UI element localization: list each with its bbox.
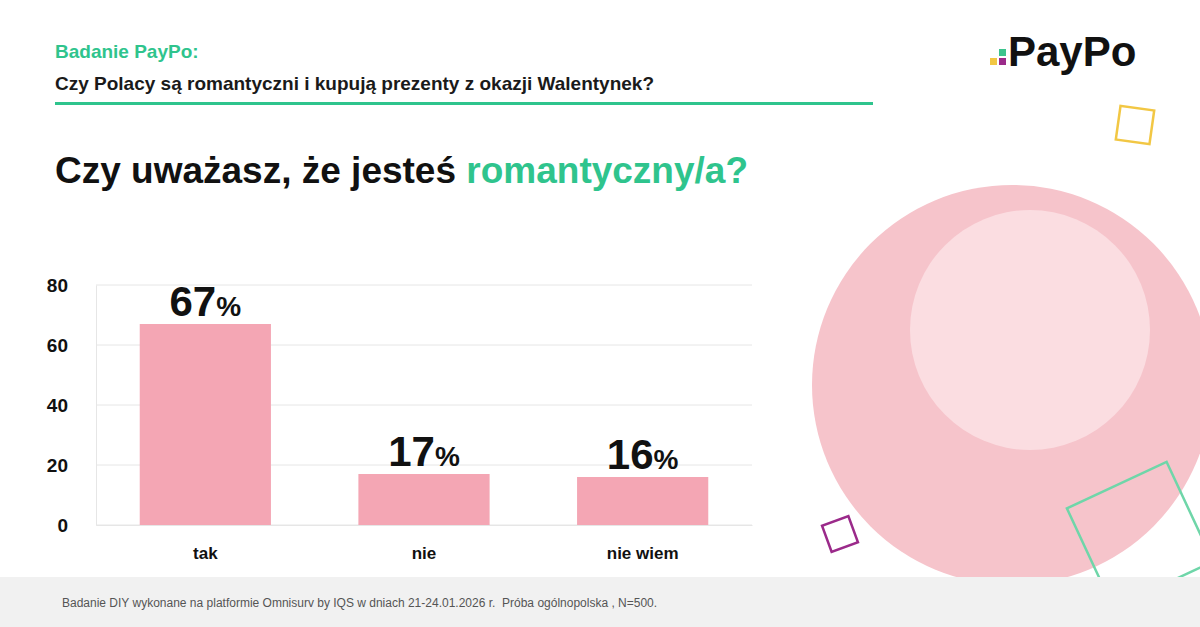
x-tick: tak: [193, 525, 218, 563]
logo-square: [999, 49, 1006, 56]
photo-circle-inner: [910, 210, 1150, 450]
y-tick: 20: [47, 455, 96, 476]
deco-square: [1116, 106, 1154, 144]
page: Badanie PayPo: Czy Polacy są romantyczni …: [0, 0, 1200, 627]
x-tick: nie wiem: [607, 525, 679, 563]
bar: [577, 477, 708, 525]
bars: [140, 324, 709, 525]
y-tick-label: 40: [47, 395, 68, 416]
bar: [358, 474, 489, 525]
header-label: Badanie PayPo:: [55, 41, 199, 62]
x-tick: nie: [412, 525, 437, 563]
x-tick-label: tak: [193, 544, 218, 563]
data-labels: 67% 17% 16%: [170, 278, 679, 478]
x-axis: tak nie nie wiem: [97, 525, 753, 563]
logo: PayPo: [1008, 28, 1136, 75]
chart-title: Czy uważasz, że jesteś romantyczny/a?: [55, 150, 748, 191]
header-title: Czy Polacy są romantyczni i kupują preze…: [55, 73, 654, 94]
footer: Badanie DIY wykonane na platformie Omnis…: [62, 596, 657, 610]
y-tick: 40: [47, 395, 96, 416]
y-tick: 80: [47, 275, 96, 296]
y-tick: 0: [57, 515, 96, 536]
x-tick-label: nie wiem: [607, 544, 679, 563]
y-tick-label: 60: [47, 335, 68, 356]
y-tick: 60: [47, 335, 96, 356]
footer-band: [0, 577, 1200, 627]
data-label: 67%: [170, 278, 242, 325]
y-axis: 0 20 40 60 80: [47, 275, 97, 536]
header-underline: [55, 102, 873, 105]
photo-circle: [812, 185, 1200, 585]
y-axis-line: [96, 286, 97, 526]
y-tick-label: 20: [47, 455, 68, 476]
data-label: 17%: [388, 428, 460, 475]
deco-square: [822, 516, 858, 552]
logo-square: [999, 58, 1006, 65]
logo-square: [990, 58, 997, 65]
data-label: 16%: [607, 431, 679, 478]
x-tick-label: nie: [412, 544, 437, 563]
y-tick-label: 80: [47, 275, 68, 296]
bar: [140, 324, 271, 525]
x-axis-line: [97, 525, 753, 526]
y-tick-label: 0: [57, 515, 68, 536]
